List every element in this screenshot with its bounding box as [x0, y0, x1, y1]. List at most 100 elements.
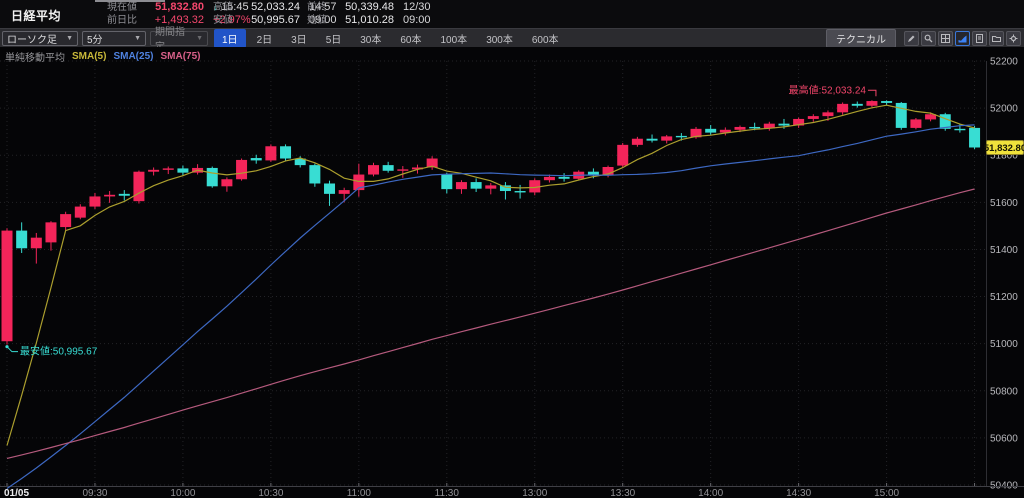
- period-button-30bar[interactable]: 30本: [360, 34, 382, 46]
- period-button-60bar[interactable]: 60本: [400, 34, 422, 46]
- high-time: 14:57: [309, 1, 337, 13]
- change-label: 前日比: [107, 15, 137, 26]
- y-axis-label: 51000: [990, 339, 1018, 350]
- sma-legend: 単純移動平均 SMA(5) SMA(25) SMA(75): [5, 49, 207, 64]
- candle-body: [382, 165, 394, 171]
- candle-body: [16, 230, 28, 249]
- legend-sma5: SMA(5): [72, 51, 107, 62]
- candle-body: [133, 171, 145, 202]
- folder-icon[interactable]: [989, 30, 1004, 46]
- current-price-tag-label: 51,832.80: [984, 143, 1024, 154]
- candle-body: [719, 129, 731, 133]
- candle-body: [602, 167, 614, 176]
- period-button-5day[interactable]: 5日: [325, 34, 342, 46]
- chart-region: 単純移動平均 SMA(5) SMA(25) SMA(75) 50400 50600…: [0, 47, 1024, 498]
- chart-type-dropdown[interactable]: ローソク足 ▼: [2, 30, 78, 46]
- sma-line-75: [6, 188, 975, 459]
- legend-sma25: SMA(25): [113, 51, 154, 62]
- high-label: 高値: [213, 2, 233, 13]
- candle-body: [543, 176, 555, 181]
- x-axis-label: 09:30: [82, 488, 107, 498]
- x-axis-label: 14:00: [698, 488, 723, 498]
- x-axis-label: 13:30: [610, 488, 635, 498]
- period-button-600bar[interactable]: 600本: [531, 34, 559, 46]
- quote-group-openclose: 前終 50,339.48 12/30 始値 51,010.28 09:00: [307, 1, 431, 27]
- x-axis-label: 14:30: [786, 488, 811, 498]
- magnifier-icon[interactable]: [921, 30, 936, 46]
- period-button-100bar[interactable]: 100本: [440, 34, 468, 46]
- high-value: 52,033.24: [251, 1, 300, 13]
- chart-toolbar: ローソク足 ▼ 5分 ▼ 期間指定 ▼ 1日 2日 3日 5日 30本 60本 …: [0, 27, 1024, 53]
- candle-body: [529, 180, 541, 193]
- change-percent: +2.97%: [213, 14, 251, 26]
- x-axis-label: 01/05: [4, 488, 29, 498]
- y-axis-label: 52200: [990, 57, 1018, 68]
- candle-body: [368, 165, 379, 175]
- interval-dropdown[interactable]: 5分 ▼: [82, 30, 146, 46]
- candle-body: [954, 128, 966, 131]
- candle-body: [148, 169, 160, 172]
- y-axis-label: 50600: [990, 433, 1018, 444]
- current-price-time: ↓ 15:45: [213, 1, 249, 13]
- candle-body: [485, 185, 497, 189]
- change-value: +1,493.32: [154, 14, 204, 26]
- candle-body: [793, 118, 805, 126]
- chevron-down-icon: ▼: [196, 34, 203, 42]
- quote-group-current: 現在値 51,832.80 ↓ 15:45 前日比 +1,493.32 +2.9…: [107, 1, 251, 27]
- area-chart-icon[interactable]: [955, 30, 970, 46]
- candle-body: [309, 165, 321, 184]
- candle-body: [925, 114, 937, 120]
- low-value: 50,995.67: [251, 14, 300, 26]
- document-icon[interactable]: [972, 30, 987, 46]
- candle-body: [74, 206, 86, 218]
- open-value: 51,010.28: [345, 14, 394, 26]
- period-button-3day[interactable]: 3日: [291, 34, 307, 46]
- candle-body: [778, 123, 790, 126]
- low-label: 安値: [213, 15, 233, 26]
- period-button-2day[interactable]: 2日: [256, 34, 273, 46]
- toolbar-right: テクニカル: [826, 28, 1021, 48]
- candle-body: [294, 158, 306, 166]
- y-axis-label: 51400: [990, 245, 1018, 256]
- candle-body: [280, 146, 292, 159]
- candle-body: [895, 102, 907, 128]
- x-axis-label: 11:30: [435, 488, 460, 498]
- candle-body: [558, 176, 570, 179]
- tool-iconbar: [902, 30, 1021, 46]
- open-time: 09:00: [403, 14, 431, 26]
- period-button-300bar[interactable]: 300本: [486, 34, 513, 46]
- y-axis-label: 52000: [990, 104, 1018, 115]
- candle-body: [338, 190, 350, 194]
- price-chart[interactable]: 5040050600508005100051200514005160051800…: [0, 47, 1024, 498]
- candle-body: [250, 158, 262, 161]
- low-annotation-pointer: [6, 346, 18, 353]
- candle-body: [162, 168, 174, 170]
- technical-button[interactable]: テクニカル: [826, 28, 896, 48]
- pencil-icon[interactable]: [904, 30, 919, 46]
- candle-body: [763, 123, 775, 129]
- candle-body: [104, 194, 116, 197]
- range-picker-dropdown[interactable]: 期間指定 ▼: [150, 27, 208, 53]
- candle-body: [324, 183, 336, 194]
- period-buttons: 1日 2日 3日 5日 30本 60本 100本 300本 600本: [214, 28, 570, 48]
- grid-icon[interactable]: [938, 30, 953, 46]
- y-axis-label: 50800: [990, 386, 1018, 397]
- candle-body: [617, 144, 629, 166]
- chevron-down-icon: ▼: [134, 34, 141, 42]
- chevron-down-icon: ▼: [66, 34, 73, 42]
- candle-body: [705, 128, 717, 133]
- current-price-label: 現在値: [107, 2, 137, 13]
- candle-body: [514, 191, 526, 193]
- candle-body: [236, 159, 248, 180]
- candles-layer: [1, 100, 981, 345]
- instrument-title: 日経平均: [11, 9, 62, 23]
- candle-body: [177, 168, 189, 173]
- settings-icon[interactable]: [1006, 30, 1021, 46]
- period-button-1day[interactable]: 1日: [214, 28, 246, 48]
- quote-header: 日経平均 現在値 51,832.80 ↓ 15:45 前日比 +1,493.32…: [0, 0, 1024, 28]
- legend-sma75: SMA(75): [160, 51, 201, 62]
- low-time: 09:00: [309, 14, 337, 26]
- candle-body: [89, 196, 101, 207]
- prev-close-date: 12/30: [403, 1, 431, 13]
- candle-body: [661, 136, 673, 141]
